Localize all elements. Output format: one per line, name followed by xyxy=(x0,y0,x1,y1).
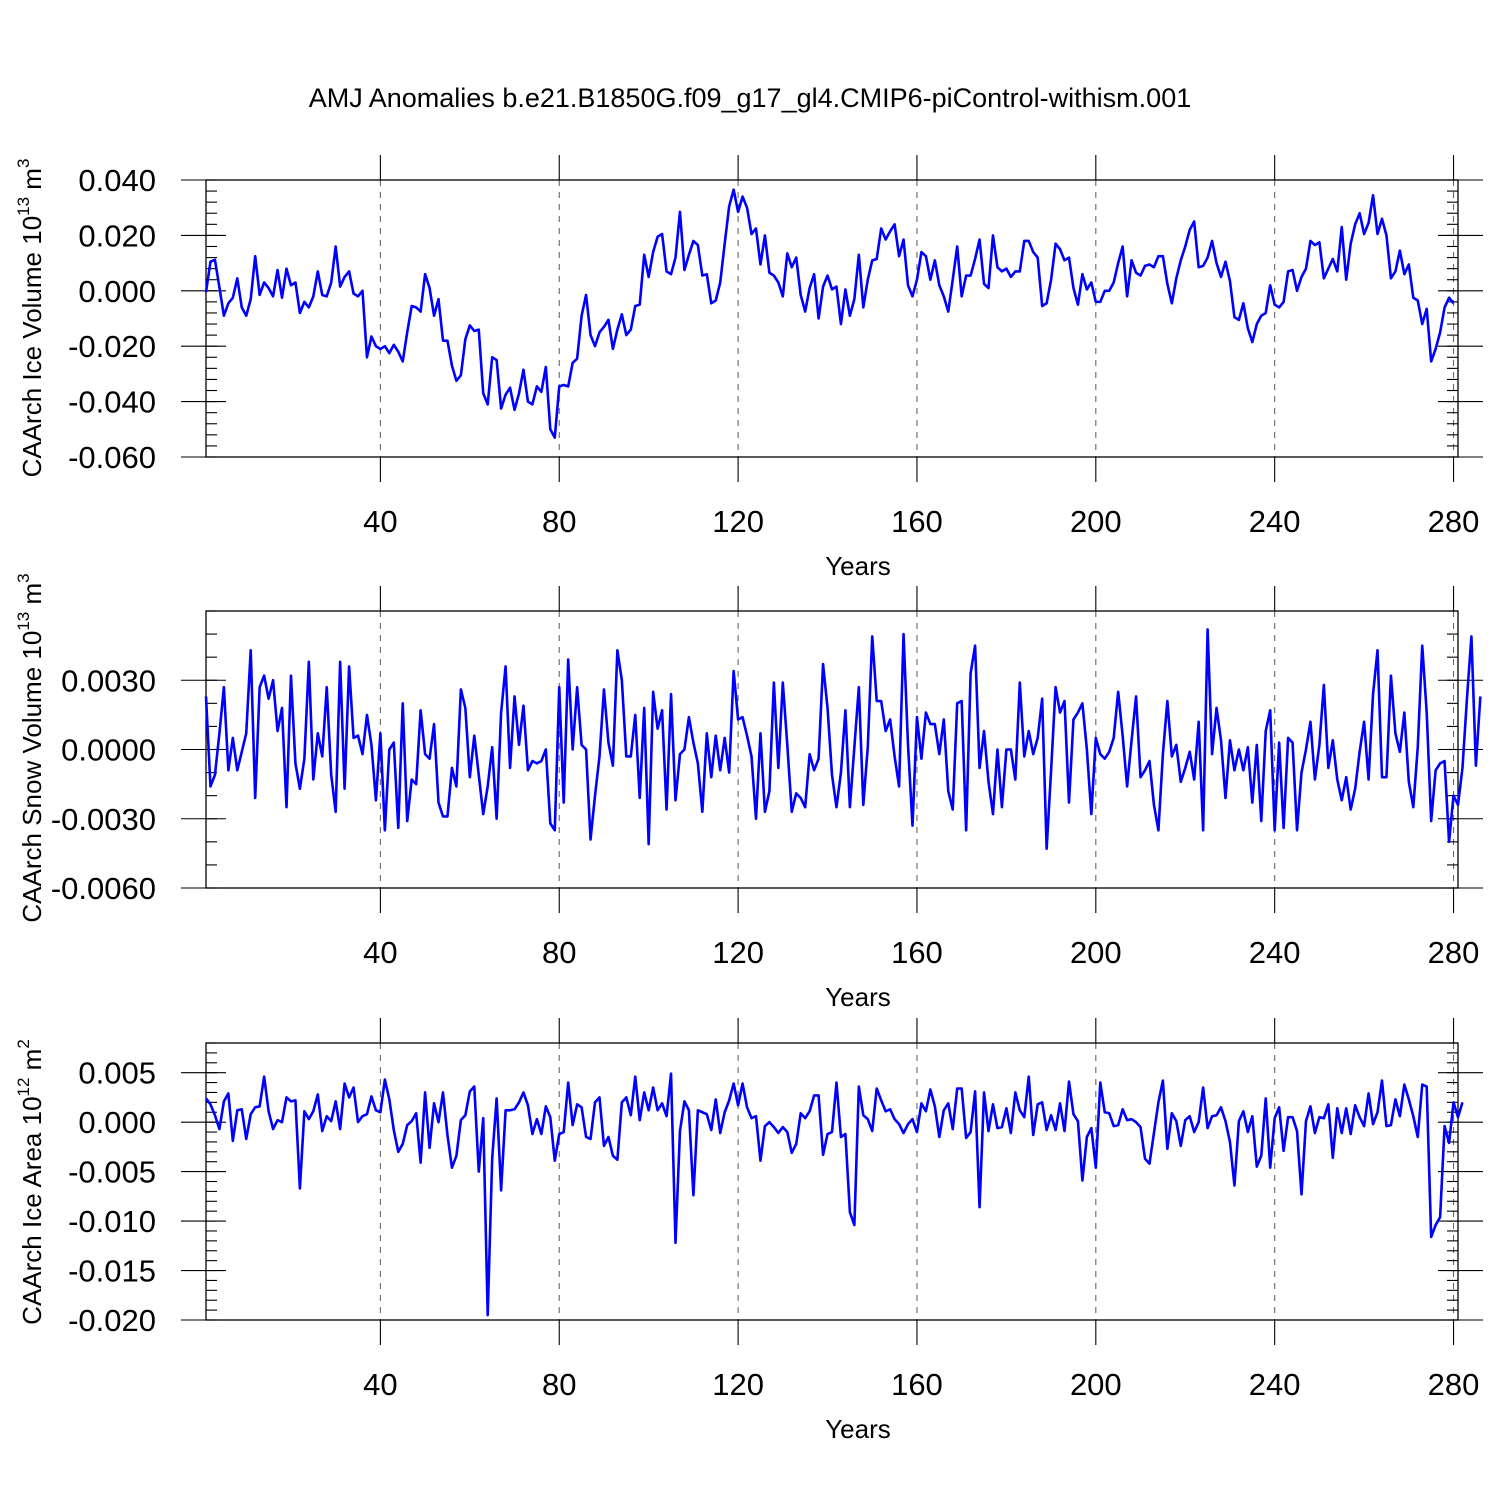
y-axis-label-exponent: 12 xyxy=(14,1078,33,1097)
x-tick-label: 80 xyxy=(542,935,576,970)
x-tick-label: 80 xyxy=(542,1367,576,1402)
x-tick-label: 240 xyxy=(1249,935,1301,970)
x-tick-label: 40 xyxy=(363,1367,397,1402)
panel-1: 40 80 120 160 200 240 280 -0.060 -0.040 -0.020 0.0… xyxy=(14,155,1483,581)
y-axis-label-exponent: 13 xyxy=(14,612,33,631)
y-axis-label-unit-exponent: 3 xyxy=(14,159,33,168)
y-axis-label: CAArch Ice Area 1012 m2 xyxy=(14,1039,47,1325)
x-tick-label: 120 xyxy=(712,1367,764,1402)
series-line xyxy=(204,628,1482,851)
y-tick-label: -0.015 xyxy=(68,1254,156,1289)
figure-title: AMJ Anomalies b.e21.B1850G.f09_g17_gl4.C… xyxy=(309,83,1191,113)
x-tick-label: 120 xyxy=(712,935,764,970)
x-axis-label: Years xyxy=(825,982,891,1012)
y-tick-label: 0.000 xyxy=(78,1105,156,1140)
x-tick-label: 280 xyxy=(1428,935,1480,970)
y-tick-label: -0.020 xyxy=(68,329,156,364)
plot-frame xyxy=(205,1042,1459,1321)
y-tick-label: -0.060 xyxy=(68,440,156,475)
x-tick-label: 120 xyxy=(712,504,764,539)
y-tick-label: 0.0030 xyxy=(61,663,156,698)
x-tick-label: 280 xyxy=(1428,1367,1480,1402)
series-line xyxy=(204,188,1455,439)
x-tick-label: 160 xyxy=(891,504,943,539)
plot-frame xyxy=(205,179,1459,458)
y-axis-label-unit: m xyxy=(17,168,47,197)
y-axis-label-text: CAArch Ice Volume 10 xyxy=(17,216,47,478)
y-axis-label-unit: m xyxy=(17,583,47,612)
x-tick-label: 240 xyxy=(1249,504,1301,539)
panel-3: 40 80 120 160 200 240 280 -0.020 -0.015 -0.010 -0.… xyxy=(14,1018,1483,1444)
y-axis-label-text: CAArch Snow Volume 10 xyxy=(17,631,47,923)
x-tick-label: 240 xyxy=(1249,1367,1301,1402)
y-axis-label-unit-exponent: 3 xyxy=(14,573,33,582)
y-tick-label: 0.040 xyxy=(78,163,156,198)
x-tick-label: 200 xyxy=(1070,504,1122,539)
y-tick-label: -0.005 xyxy=(68,1155,156,1190)
y-tick-label: -0.040 xyxy=(68,385,156,420)
y-tick-label: -0.0030 xyxy=(51,802,156,837)
x-axis-label: Years xyxy=(825,551,891,581)
x-tick-label: 200 xyxy=(1070,935,1122,970)
y-axis-label-exponent: 13 xyxy=(14,197,33,216)
x-tick-label: 200 xyxy=(1070,1367,1122,1402)
x-tick-label: 160 xyxy=(891,935,943,970)
y-axis-label-text: CAArch Ice Area 10 xyxy=(17,1096,47,1324)
y-axis-label-unit: m xyxy=(17,1049,47,1078)
y-tick-label: 0.0000 xyxy=(61,733,156,768)
y-tick-label: 0.005 xyxy=(78,1056,156,1091)
x-tick-label: 280 xyxy=(1428,504,1480,539)
x-axis-label: Years xyxy=(825,1414,891,1444)
x-tick-label: 40 xyxy=(363,504,397,539)
x-tick-label: 40 xyxy=(363,935,397,970)
y-axis-label: CAArch Ice Volume 1013 m3 xyxy=(14,159,47,478)
y-tick-label: -0.0060 xyxy=(51,871,156,906)
y-tick-label: -0.020 xyxy=(68,1303,156,1338)
x-tick-label: 160 xyxy=(891,1367,943,1402)
y-tick-label: 0.000 xyxy=(78,274,156,309)
panel-2: 40 80 120 160 200 240 280 -0.0060 -0.0030 0.0000 0… xyxy=(14,573,1483,1012)
panels: 40 80 120 160 200 240 280-0.060-0.040-0.0200.0… xyxy=(14,155,1483,1444)
y-axis-label: CAArch Snow Volume 1013 m3 xyxy=(14,573,47,922)
y-tick-label: 0.020 xyxy=(78,218,156,253)
y-axis-label-unit-exponent: 2 xyxy=(14,1039,33,1048)
x-tick-label: 80 xyxy=(542,504,576,539)
series-line xyxy=(204,1072,1464,1317)
y-tick-label: -0.010 xyxy=(68,1204,156,1239)
